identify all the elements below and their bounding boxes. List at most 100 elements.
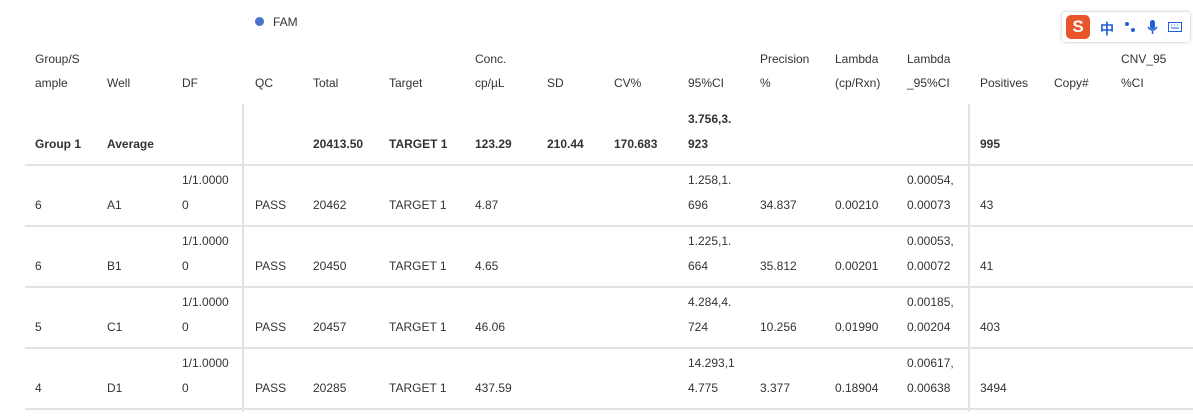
table-cell: 0.00617,: [907, 356, 954, 370]
table-cell: 0.00053,: [907, 234, 954, 248]
ime-logo[interactable]: S: [1066, 15, 1090, 39]
table-cell: Average: [107, 137, 154, 151]
table-cell: TARGET 1: [389, 137, 448, 151]
table-cell: 43: [980, 198, 994, 212]
column-header: CV%: [614, 76, 642, 90]
column-header: cp/µL: [475, 76, 505, 90]
table-cell: 35.812: [760, 259, 797, 273]
column-header: Target: [389, 76, 423, 90]
row-divider: [25, 286, 1193, 288]
column-header: Copy#: [1054, 76, 1089, 90]
column-header: 95%CI: [688, 76, 725, 90]
table-cell: 4.775: [688, 381, 719, 395]
mic-icon[interactable]: [1146, 20, 1158, 34]
table-cell: 20457: [313, 320, 347, 334]
table-cell: 170.683: [614, 137, 658, 151]
column-header: ample: [35, 76, 68, 90]
column-header: DF: [182, 76, 198, 90]
ime-toolbar[interactable]: S 中: [1062, 12, 1190, 42]
table-cell: 0.00185,: [907, 295, 954, 309]
column-header: Total: [313, 76, 339, 90]
table-cell: 41: [980, 259, 994, 273]
table-cell: 1.225,1.: [688, 234, 732, 248]
table-cell: TARGET 1: [389, 320, 447, 334]
table-cell: A1: [107, 198, 122, 212]
column-header: QC: [255, 76, 273, 90]
column-header: SD: [547, 76, 564, 90]
table-cell: 20450: [313, 259, 347, 273]
table-cell: 1.258,1.: [688, 173, 732, 187]
row-divider: [25, 225, 1193, 227]
table-cell: PASS: [255, 198, 287, 212]
table-cell: 14.293,1: [688, 356, 735, 370]
table-cell: 1/1.0000: [182, 356, 229, 370]
table-cell: 0.00073: [907, 198, 951, 212]
table-cell: 995: [980, 137, 1001, 151]
table-cell: 1/1.0000: [182, 173, 229, 187]
table-cell: D1: [107, 381, 123, 395]
row-divider: [25, 347, 1193, 349]
column-header: _95%CI: [907, 76, 950, 90]
table-cell: PASS: [255, 320, 287, 334]
column-header: Positives: [980, 76, 1029, 90]
table-cell: PASS: [255, 259, 287, 273]
table-cell: 4.87: [475, 198, 499, 212]
table-cell: 0.00054,: [907, 173, 954, 187]
table-cell: 1/1.0000: [182, 295, 229, 309]
table-cell: 403: [980, 320, 1001, 334]
table-cell: 923: [688, 137, 709, 151]
legend-marker: [255, 17, 264, 26]
table-cell: 0.01990: [835, 320, 879, 334]
column-divider: [242, 104, 244, 412]
table-cell: 34.837: [760, 198, 797, 212]
table-cell: 1/1.0000: [182, 234, 229, 248]
table-cell: Group 1: [35, 137, 82, 151]
table-cell: 664: [688, 259, 709, 273]
table-cell: 437.59: [475, 381, 512, 395]
table-cell: PASS: [255, 381, 287, 395]
table-cell: TARGET 1: [389, 198, 447, 212]
table-cell: TARGET 1: [389, 259, 447, 273]
table-cell: TARGET 1: [389, 381, 447, 395]
row-divider: [25, 408, 1193, 410]
table-cell: 10.256: [760, 320, 797, 334]
table-cell: 0.00072: [907, 259, 951, 273]
table-cell: 0.00204: [907, 320, 951, 334]
table-cell: 20285: [313, 381, 347, 395]
table-cell: 4.65: [475, 259, 499, 273]
table-cell: 696: [688, 198, 709, 212]
table-cell: 46.06: [475, 320, 506, 334]
table-cell: 0: [182, 381, 189, 395]
table-cell: 0.00638: [907, 381, 951, 395]
table-cell: 0: [182, 198, 189, 212]
table-cell: 6: [35, 259, 42, 273]
keyboard-icon[interactable]: [1168, 20, 1182, 34]
column-header: Well: [107, 76, 131, 90]
table-cell: 210.44: [547, 137, 584, 151]
table-cell: 4: [35, 381, 42, 395]
table-cell: 20462: [313, 198, 347, 212]
table-cell: 0: [182, 320, 189, 334]
table-cell: 0.18904: [835, 381, 879, 395]
table-cell: C1: [107, 320, 123, 334]
column-header: %CI: [1121, 76, 1144, 90]
table-cell: 20413.50: [313, 137, 364, 151]
table-cell: 3.377: [760, 381, 791, 395]
legend-label: FAM: [273, 15, 298, 29]
column-header: %: [760, 76, 771, 90]
punct-icon[interactable]: [1124, 20, 1136, 34]
column-header: Lambda: [835, 52, 879, 66]
table-cell: 6: [35, 198, 42, 212]
column-header: Group/S: [35, 52, 80, 66]
column-header: (cp/Rxn): [835, 76, 881, 90]
table-cell: 0.00210: [835, 198, 879, 212]
table-cell: 123.29: [475, 137, 512, 151]
row-divider: [25, 164, 1193, 166]
table-cell: 3494: [980, 381, 1007, 395]
table-cell: 724: [688, 320, 709, 334]
column-divider: [968, 104, 970, 412]
column-header: CNV_95: [1121, 52, 1167, 66]
ime-mode[interactable]: 中: [1100, 21, 1114, 37]
table-cell: 4.284,4.: [688, 295, 732, 309]
